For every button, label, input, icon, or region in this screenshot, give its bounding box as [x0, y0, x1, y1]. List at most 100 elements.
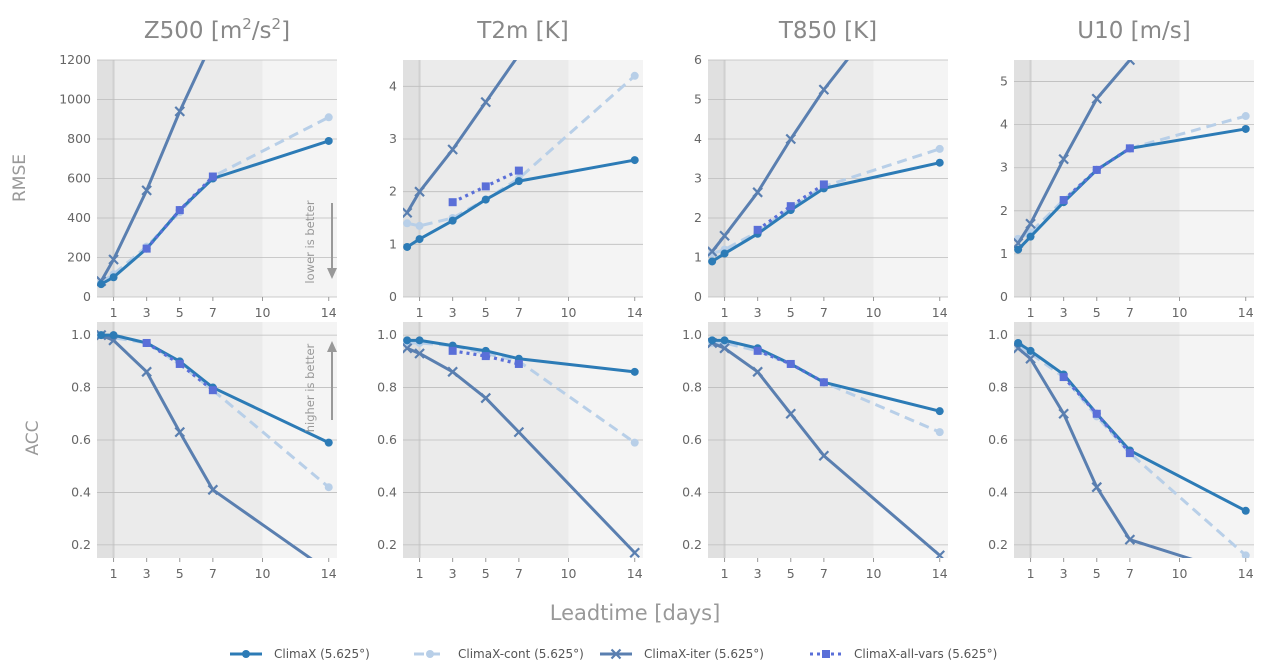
y-tick-label: 2: [694, 210, 702, 225]
data-point: [719, 342, 730, 354]
series-group: [708, 336, 946, 558]
x-tick-label: 14: [1238, 305, 1254, 320]
panel-0: 0 200 400 600 800 1000 1200 1 3 5 7 10 14 Z500 [m2/s2…: [59, 15, 337, 320]
data-point: [403, 242, 412, 251]
y-tick-label: 0: [694, 289, 702, 304]
x-tick-label: 10: [1172, 305, 1188, 320]
data-point: [175, 206, 184, 215]
data-point: [174, 106, 186, 117]
panel-4: 0.2 0.4 0.6 0.8 1.0 1 3 5 7 10 14 higher is better: [71, 322, 337, 581]
panel-7: 0.2 0.4 0.6 0.8 1.0 1 3 5 7 10 14: [988, 322, 1254, 581]
data-point: [1241, 112, 1250, 121]
x-tick-label: 5: [1093, 305, 1101, 320]
data-point: [708, 249, 717, 258]
data-point: [481, 195, 490, 204]
y-tick-label: 1: [389, 236, 397, 251]
data-point: [415, 221, 424, 230]
x-tick-label: 7: [820, 305, 828, 320]
data-point: [720, 336, 729, 345]
data-point: [1092, 409, 1101, 418]
panel-title: Z500 [m2/s2]: [144, 15, 290, 44]
series-line: [407, 341, 636, 444]
data-point: [175, 359, 184, 368]
data-point: [630, 71, 639, 80]
data-point: [1091, 93, 1103, 105]
data-point: [513, 426, 525, 438]
legend-label: ClimaX-cont (5.625°): [458, 647, 584, 661]
series-group: [1014, 338, 1250, 558]
band-mid: [403, 60, 569, 297]
legend-item: ClimaX-cont (5.625°): [414, 647, 584, 661]
data-point: [403, 336, 412, 345]
x-tick-label: 3: [1060, 566, 1068, 581]
higher-arrow-head: [327, 341, 337, 352]
data-point: [1125, 144, 1134, 153]
data-point: [403, 219, 412, 228]
data-point: [1124, 60, 1136, 66]
data-point: [1241, 551, 1250, 558]
legend-marker: [822, 650, 830, 658]
data-point: [403, 207, 413, 219]
y-tick-label: 1.0: [71, 327, 91, 342]
data-point: [1025, 353, 1036, 364]
data-point: [97, 280, 106, 289]
data-point: [174, 426, 186, 438]
data-point: [818, 84, 830, 95]
data-point: [141, 185, 152, 196]
y-tick-label: 0.6: [71, 432, 91, 447]
x-tick-label: 14: [321, 566, 337, 581]
x-tick-label: 3: [449, 305, 457, 320]
band-early: [1014, 60, 1031, 297]
data-point: [515, 60, 523, 61]
series-line: [452, 349, 520, 366]
y-tick-label: 5: [1000, 74, 1008, 89]
panel-5: 0.2 0.4 0.6 0.8 1.0 1 3 5 7 10 14: [377, 322, 643, 581]
y-tick-label: 800: [67, 131, 91, 146]
data-point: [1059, 196, 1068, 205]
series-group: [97, 329, 333, 558]
y-tick-label: 4: [694, 131, 702, 146]
data-point: [207, 484, 219, 496]
data-point: [448, 198, 457, 207]
x-tick-label: 14: [627, 305, 643, 320]
y-tick-label: 0.2: [988, 537, 1008, 552]
x-tick-label: 1: [110, 305, 118, 320]
x-tick-label: 5: [787, 566, 795, 581]
y-tick-label: 0.8: [682, 380, 702, 395]
data-point: [708, 336, 717, 345]
data-point: [1026, 346, 1035, 355]
y-tick-label: 0.4: [682, 484, 702, 499]
data-point: [935, 407, 944, 416]
data-point: [208, 172, 217, 181]
data-point: [786, 359, 795, 368]
y-tick-label: 3: [389, 131, 397, 146]
lower-is-better-note: lower is better: [303, 200, 317, 283]
data-point: [514, 177, 523, 186]
x-tick-label: 10: [561, 305, 577, 320]
data-point: [324, 483, 333, 492]
band-early: [403, 60, 420, 297]
row-label-rmse: RMSE: [10, 154, 30, 202]
y-tick-label: 0.4: [377, 484, 397, 499]
data-point: [481, 182, 490, 191]
x-tick-label: 7: [1126, 305, 1134, 320]
data-point: [448, 216, 457, 225]
data-point: [1124, 534, 1136, 545]
y-tick-label: 1.0: [377, 327, 397, 342]
data-point: [1058, 408, 1069, 420]
y-tick-label: 5: [694, 92, 702, 107]
x-tick-label: 7: [820, 566, 828, 581]
panel-title: T850 [K]: [778, 18, 877, 44]
data-point: [935, 428, 944, 437]
x-tick-label: 5: [482, 566, 490, 581]
y-tick-label: 0.6: [682, 432, 702, 447]
y-tick-label: 2: [389, 184, 397, 199]
x-tick-label: 1: [1027, 566, 1035, 581]
data-point: [630, 156, 639, 165]
data-point: [480, 96, 492, 108]
x-tick-label: 10: [255, 305, 271, 320]
lower-arrow-head: [327, 268, 337, 279]
data-point: [1241, 124, 1250, 133]
series-group: [1014, 60, 1250, 254]
